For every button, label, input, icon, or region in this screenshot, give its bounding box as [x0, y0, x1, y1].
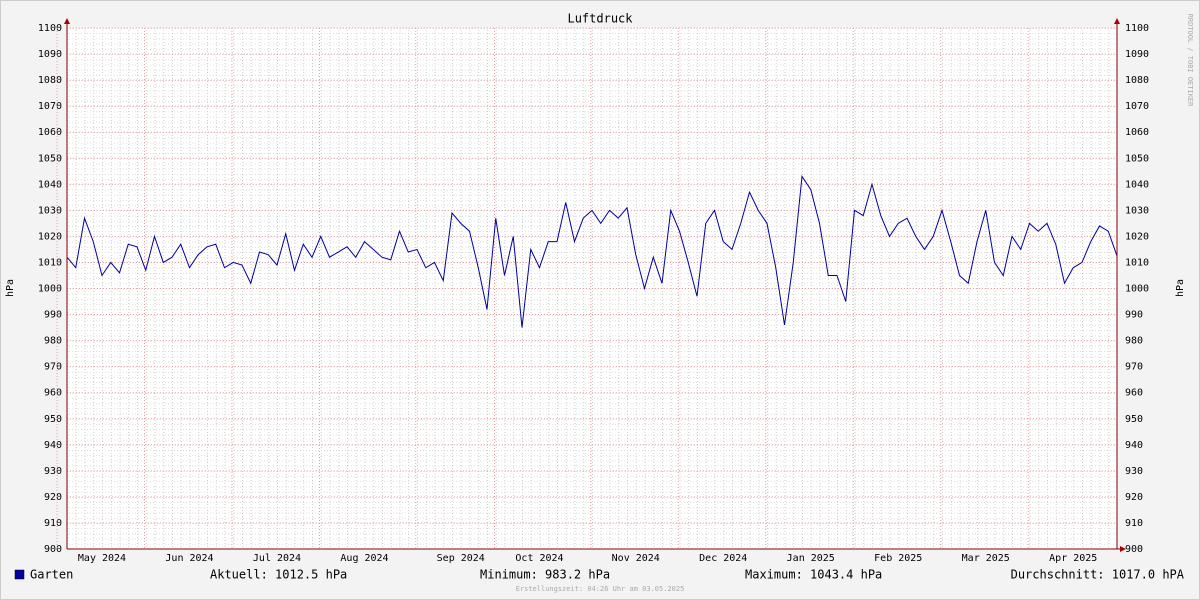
y-tick-label: 940	[44, 440, 62, 451]
y2-tick-label: 910	[1125, 518, 1143, 529]
arrow	[64, 18, 70, 24]
y2-tick-label: 920	[1125, 492, 1143, 503]
y-tick-label: 1100	[38, 23, 62, 34]
stat: Aktuell: 1012.5 hPa	[210, 568, 347, 582]
stat: Maximum: 1043.4 hPa	[745, 568, 882, 582]
y2-axis-label: hPa	[1175, 279, 1186, 297]
y2-tick-label: 1000	[1125, 284, 1149, 295]
y2-tick-label: 900	[1125, 544, 1143, 555]
y2-tick-label: 1080	[1125, 75, 1149, 86]
x-tick-label: Feb 2025	[874, 553, 922, 564]
y2-tick-label: 940	[1125, 440, 1143, 451]
stat: Minimum: 983.2 hPa	[480, 568, 610, 582]
x-tick-label: Nov 2024	[612, 553, 660, 564]
stat: Durchschnitt: 1017.0 hPA	[1011, 568, 1185, 582]
y2-tick-label: 930	[1125, 466, 1143, 477]
y2-tick-label: 970	[1125, 362, 1143, 373]
x-tick-label: Jul 2024	[253, 553, 301, 564]
x-tick-label: Mar 2025	[962, 553, 1010, 564]
legend-swatch	[14, 569, 25, 580]
y-tick-label: 970	[44, 362, 62, 373]
y-tick-label: 1090	[38, 49, 62, 60]
y2-tick-label: 1090	[1125, 49, 1149, 60]
y-tick-label: 920	[44, 492, 62, 503]
y-tick-label: 1070	[38, 101, 62, 112]
y2-tick-label: 980	[1125, 336, 1143, 347]
y-tick-label: 1010	[38, 257, 62, 268]
y-tick-label: 950	[44, 414, 62, 425]
y-tick-label: 930	[44, 466, 62, 477]
x-tick-label: May 2024	[78, 553, 126, 564]
y-tick-label: 1050	[38, 153, 62, 164]
chart-title: Luftdruck	[567, 12, 633, 26]
x-tick-label: Jun 2024	[165, 553, 213, 564]
y-tick-label: 960	[44, 388, 62, 399]
y2-tick-label: 1010	[1125, 257, 1149, 268]
y-tick-label: 910	[44, 518, 62, 529]
x-tick-label: Dec 2024	[699, 553, 747, 564]
y2-tick-label: 1040	[1125, 179, 1149, 190]
y-tick-label: 1000	[38, 284, 62, 295]
y2-tick-label: 1020	[1125, 231, 1149, 242]
y2-tick-label: 1060	[1125, 127, 1149, 138]
y-axis-label: hPa	[5, 279, 16, 297]
legend-label: Garten	[30, 568, 73, 582]
arrow	[1120, 546, 1126, 552]
y2-tick-label: 1070	[1125, 101, 1149, 112]
y2-tick-label: 990	[1125, 310, 1143, 321]
marks	[66, 175, 1118, 328]
y2-tick-label: 960	[1125, 388, 1143, 399]
y-tick-label: 980	[44, 336, 62, 347]
x-tick-label: Apr 2025	[1049, 553, 1097, 564]
y2-tick-label: 1100	[1125, 23, 1149, 34]
y2-tick-label: 1050	[1125, 153, 1149, 164]
y2-tick-label: 1030	[1125, 205, 1149, 216]
y-tick-label: 900	[44, 544, 62, 555]
y-tick-label: 1040	[38, 179, 62, 190]
data-line	[66, 175, 1118, 328]
arrow	[1114, 18, 1120, 24]
y-tick-label: 1020	[38, 231, 62, 242]
y2-tick-label: 950	[1125, 414, 1143, 425]
y-tick-label: 1030	[38, 205, 62, 216]
footer: Erstellungszeit: 04:26 Uhr am 03.05.2025	[516, 585, 685, 593]
x-tick-label: Jan 2025	[787, 553, 835, 564]
side-note: RRDTOOL / TOBI OETIKER	[1186, 14, 1194, 108]
y-tick-label: 990	[44, 310, 62, 321]
y-tick-label: 1060	[38, 127, 62, 138]
x-tick-label: Sep 2024	[437, 553, 485, 564]
y-tick-label: 1080	[38, 75, 62, 86]
x-tick-label: Aug 2024	[340, 553, 388, 564]
x-tick-label: Oct 2024	[515, 553, 563, 564]
